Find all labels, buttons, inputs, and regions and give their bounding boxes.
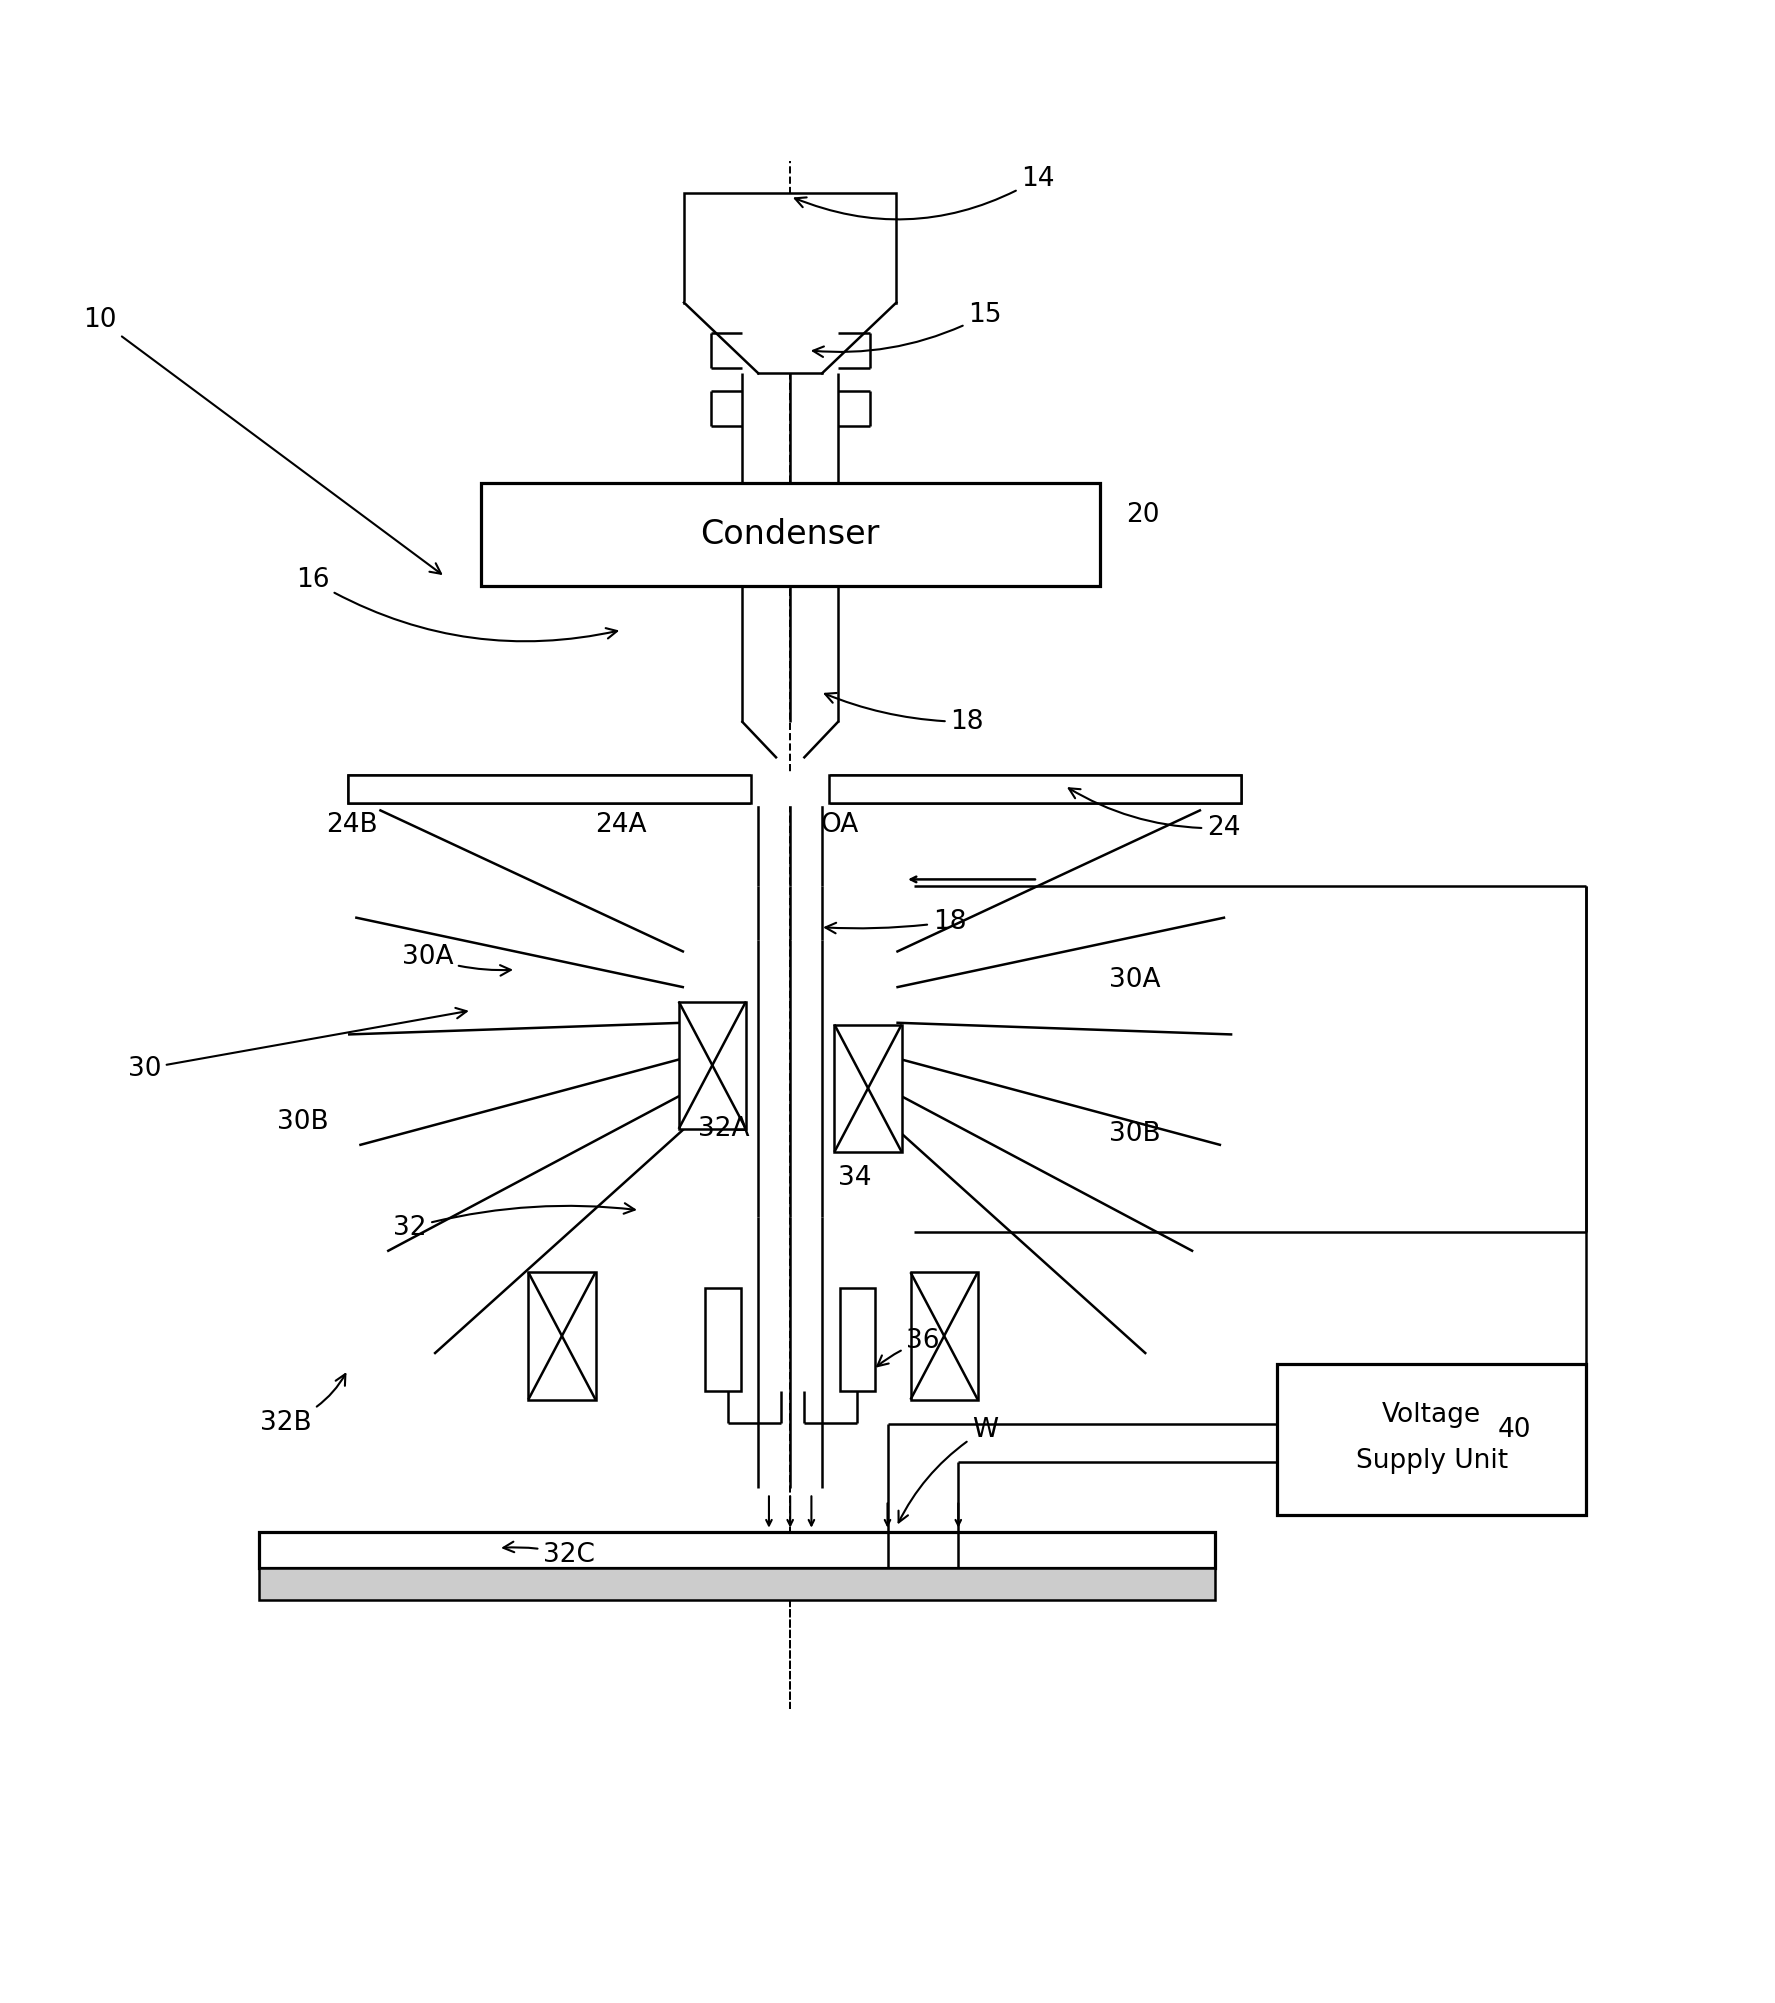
Bar	[529, 1272, 596, 1400]
Text: 30B: 30B	[277, 1110, 328, 1136]
Bar	[259, 1568, 1214, 1600]
Text: 24: 24	[1069, 789, 1241, 841]
Text: Condenser: Condenser	[701, 519, 880, 551]
Text: 18: 18	[825, 909, 966, 935]
Bar	[705, 1288, 740, 1390]
Text: 30B: 30B	[1109, 1122, 1161, 1148]
Text: 24B: 24B	[327, 811, 378, 837]
Text: 30A: 30A	[1109, 967, 1161, 993]
Text: 32A: 32A	[698, 1116, 749, 1142]
Bar	[678, 1002, 745, 1130]
Bar	[683, 192, 896, 302]
Text: 16: 16	[296, 567, 618, 641]
Text: Voltage: Voltage	[1383, 1402, 1480, 1428]
Text: 34: 34	[838, 1166, 872, 1192]
Text: 24A: 24A	[596, 811, 648, 837]
Text: 20: 20	[1127, 503, 1159, 529]
Bar	[259, 1532, 1214, 1568]
Text: W: W	[898, 1416, 998, 1522]
Polygon shape	[751, 773, 829, 805]
Bar	[348, 775, 751, 803]
Bar	[481, 483, 1100, 585]
Bar	[348, 775, 1241, 803]
Text: 10: 10	[83, 306, 440, 573]
Bar	[1276, 1364, 1587, 1514]
Bar	[840, 1288, 875, 1390]
Text: 14: 14	[795, 166, 1054, 220]
Text: 32C: 32C	[504, 1542, 595, 1568]
Text: OA: OA	[820, 811, 859, 837]
Bar	[834, 1024, 902, 1152]
Text: 30: 30	[128, 1008, 467, 1082]
Text: 32B: 32B	[261, 1374, 346, 1436]
Text: 18: 18	[825, 693, 983, 735]
Text: 15: 15	[813, 302, 1001, 357]
Bar	[911, 1272, 978, 1400]
Text: 32: 32	[392, 1204, 635, 1242]
Text: 40: 40	[1498, 1416, 1532, 1442]
Bar	[829, 775, 1241, 803]
Text: 30A: 30A	[401, 943, 511, 975]
Text: Supply Unit: Supply Unit	[1356, 1448, 1507, 1474]
Text: 36: 36	[877, 1328, 939, 1366]
Polygon shape	[683, 302, 896, 373]
